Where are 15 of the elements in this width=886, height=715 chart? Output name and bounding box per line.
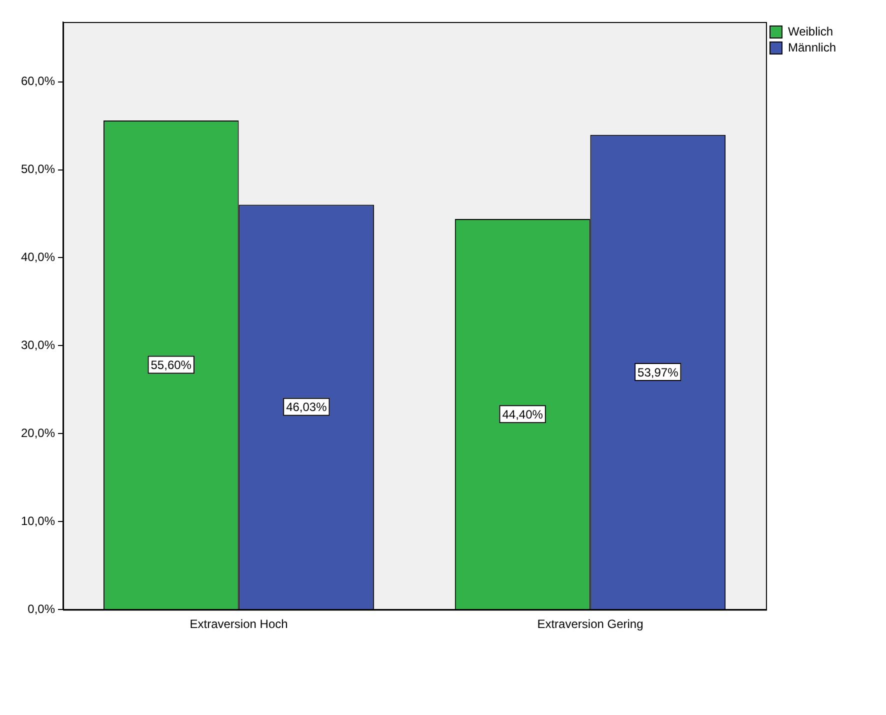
data-label: 53,97% (638, 365, 679, 380)
y-tick-label: 50,0% (20, 162, 56, 176)
data-label: 44,40% (502, 407, 544, 422)
y-tick-label: 10,0% (20, 514, 56, 528)
x-tick-label: Extraversion Gering (537, 617, 644, 632)
y-tick-label: 60,0% (20, 74, 56, 88)
data-label: 46,03% (286, 400, 328, 414)
legend-label: Männlich (788, 40, 836, 54)
y-tick-label: 0,0% (28, 602, 56, 616)
legend-label: Weiblich (788, 24, 834, 38)
data-label: 55,60% (150, 358, 192, 372)
y-tick-label: 30,0% (20, 338, 56, 352)
y-tick-label: 40,0% (20, 250, 56, 264)
y-tick-label: 20,0% (20, 426, 56, 440)
x-tick-label: Extraversion Hoch (190, 617, 288, 632)
